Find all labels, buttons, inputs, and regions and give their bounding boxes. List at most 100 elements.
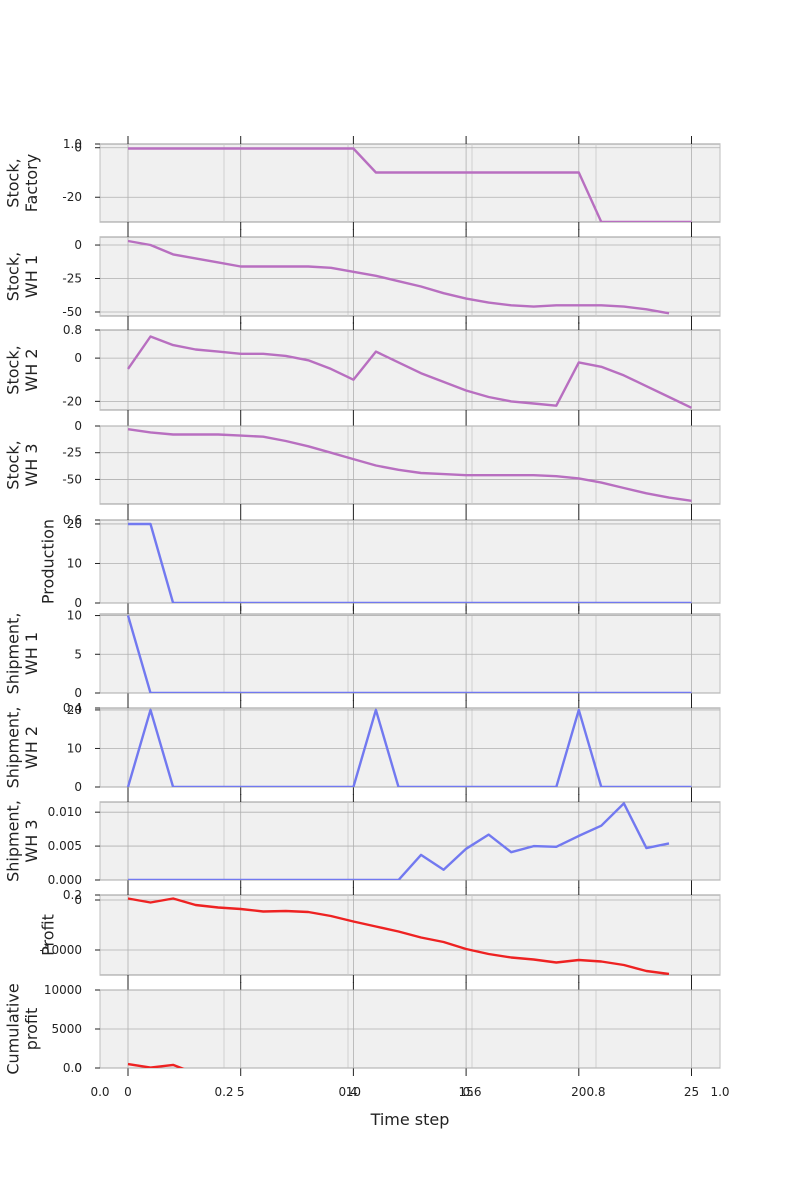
y-tick-label: 5 [74,647,82,661]
x-axis: 0.0 0.2 0.4 0.6 0.8 1.0 0 5 10 15 20 25 0.0 [63,1061,730,1099]
x-frac-tick-label: 0.8 [586,1085,605,1099]
series-line [127,335,693,409]
x-tick-label: 5 [237,1085,245,1099]
y-axis-label-line: Shipment, [3,613,22,695]
subplot-9: 0 -10000 0.2 Profit [39,887,721,983]
overlay-bottom-y-label: 0.0 [63,1061,82,1075]
y-axis-label-line: WH 1 [22,255,41,298]
x-tick-label: 20 [571,1085,586,1099]
overlay-y-tick-label: 0.2 [63,888,82,902]
y-tick-label: 20 [67,517,82,531]
series-line [128,147,692,222]
y-axis-label: Shipment,WH 3 [3,800,40,882]
subplot-8: 0.010 0.005 0.000 Shipment,WH 3 [3,794,721,888]
x-tick-label: 25 [684,1085,699,1099]
x-axis-label: Time step [370,1110,450,1129]
y-axis-label-line: Profit [39,914,58,956]
overlay-y-tick-label: 0.4 [63,701,82,715]
y-tick-label: 0 [74,419,82,433]
x-frac-tick-label: 0.4 [338,1085,357,1099]
x-tick-label: 0 [124,1085,132,1099]
y-tick-label: -10000 [39,943,82,957]
plot-area [99,707,721,788]
plot-area [99,143,721,223]
series-line [128,802,670,880]
y-tick-label: 10000 [44,983,82,997]
y-tick-label: 0 [74,686,82,700]
y-tick-label: 0.005 [48,839,82,853]
y-axis-label-line: WH 3 [22,443,41,486]
series-line [127,428,692,502]
y-tick-label: -25 [62,446,82,460]
y-axis-label: Stock,WH 1 [3,252,40,301]
plot-area [99,236,721,317]
y-tick-label: 0 [74,351,82,365]
subplot-5: 20 10 0 0.6 Production [39,512,721,611]
y-axis-label-line: Stock, [3,345,22,394]
x-tick-label: 15 [458,1085,473,1099]
y-tick-label: 20 [67,703,82,717]
series-line [127,239,670,315]
y-tick-label: 0.010 [48,805,82,819]
y-axis-label-line: profit [22,1008,41,1051]
subplot-10: 10000 5000 0 Cumulativeprofit [3,982,721,1076]
y-axis-label: Stock,WH 2 [3,345,40,394]
y-axis-label: Cumulativeprofit [3,983,40,1074]
y-axis-label-line: Stock, [3,440,22,489]
y-axis-label: Shipment,WH 1 [3,613,40,695]
y-axis-label: Shipment,WH 2 [3,707,40,789]
x-tick-label: 10 [346,1085,361,1099]
series-line [127,897,670,975]
y-axis-label-line: Shipment, [3,800,22,882]
y-tick-label: -50 [62,305,82,319]
y-axis-label-line: WH 1 [22,632,41,675]
y-tick-label: 5000 [51,1022,82,1036]
y-tick-label: 10 [67,609,82,623]
y-axis-label-line: Stock, [3,158,22,207]
overlay-y-tick-label: 1.0 [63,137,82,151]
y-tick-label: -50 [62,472,82,486]
y-axis-label-line: WH 2 [22,348,41,391]
overlay-y-tick-label: 0.8 [63,323,82,337]
subplot-1: 0 -20 1.0 Stock,Factory [3,136,721,230]
y-tick-label: -20 [62,190,82,204]
x-frac-tick-label: 1.0 [710,1085,729,1099]
y-axis-label-line: Cumulative [3,983,22,1074]
y-tick-label: 10 [67,556,82,570]
y-axis-label-line: WH 3 [22,819,41,862]
subplot-4: 0 -25 -50 Stock,WH 3 [3,418,721,512]
y-tick-label: 0 [74,596,82,610]
y-tick-label: 0 [74,238,82,252]
x-frac-tick-label: 0.6 [462,1085,481,1099]
y-tick-label: 0 [74,1061,82,1075]
y-axis-label-line: WH 2 [22,726,41,769]
subplot-2: 0 -25 -50 Stock,WH 1 [3,229,721,324]
y-axis-label: Stock,WH 3 [3,440,40,489]
y-tick-label: 0.000 [48,873,82,887]
series-line [126,708,692,787]
y-axis-label-line: Production [39,519,58,604]
series-line [127,1062,185,1068]
y-tick-label: -25 [62,272,82,286]
plot-area [99,519,721,604]
subplot-6: 10 5 0 Shipment,WH 1 [3,606,721,701]
y-axis-label: Production [39,519,58,604]
x-frac-tick-label: 0.2 [214,1085,233,1099]
y-axis-label-line: Stock, [3,252,22,301]
y-axis-label-line: Shipment, [3,707,22,789]
y-axis-label: Stock,Factory [3,154,40,212]
subplot-7: 20 10 0 0.4 Shipment,WH 2 [3,700,721,795]
y-tick-label: 10 [67,741,82,755]
subplot-3: 0 -20 0.8 Stock,WH 2 [3,322,721,418]
y-axis-label-line: Factory [22,154,41,212]
y-tick-label: -20 [62,394,82,408]
y-axis-label: Profit [39,914,58,956]
plot-area [99,329,721,411]
plot-area [99,613,721,694]
overlay-y-tick-label: 0.6 [63,513,82,527]
y-tick-label: 0 [74,893,82,907]
y-tick-label: 0 [74,780,82,794]
x-frac-tick-label: 0.0 [90,1085,109,1099]
